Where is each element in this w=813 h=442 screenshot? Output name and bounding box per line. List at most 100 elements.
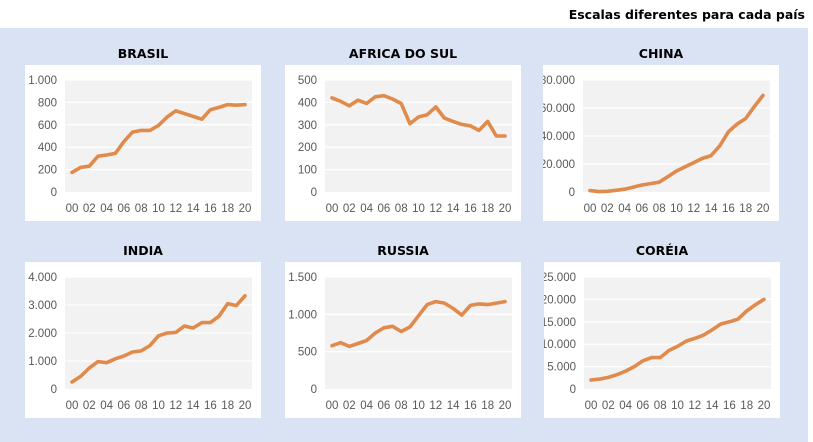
x-tick-label: 04 [100,203,113,215]
x-tick-label: 14 [705,203,718,215]
line-chart: 0 5.000 10.000 15.000 20.000 25.000 00 02 04 06 08… [544,272,771,412]
x-tick-label: 18 [739,203,752,215]
x-tick-label: 06 [118,400,131,412]
x-tick-label: 06 [637,400,650,412]
plot-area [65,80,252,192]
x-tick-label: 20 [757,203,770,215]
x-tick-label: 20 [499,400,512,412]
y-tick-label: 25.000 [544,272,576,284]
y-tick-label: 5.000 [547,362,576,374]
chart-panel: 0 200 400 600 800 1.000 00 02 04 06 08 10 12 14 16 18 20 [25,65,261,221]
x-tick-label: 12 [687,203,700,215]
x-tick-label: 18 [481,203,494,215]
y-tick-label: 1.000 [28,75,57,87]
x-tick-label: 12 [429,400,442,412]
x-tick-label: 06 [118,203,131,215]
x-tick-label: 06 [378,400,391,412]
chart-panel: 0 100 200 300 400 500 00 02 04 06 08 10 12 14 16 18 20 [285,65,521,221]
y-tick-label: 1.500 [288,272,317,284]
y-tick-label: 400 [298,97,317,109]
line-chart: 0 1.000 2.000 3.000 4.000 00 02 04 06 08 10 12 14 16 1… [28,272,252,412]
y-tick-label: 0 [311,187,317,199]
x-tick-label: 00 [584,203,597,215]
x-tick-label: 00 [585,400,598,412]
chart-title: BRASIL [117,46,169,61]
x-tick-label: 16 [723,400,736,412]
plot-area [325,277,512,389]
x-tick-label: 10 [152,400,165,412]
y-tick-label: 0 [569,187,575,199]
x-tick-label: 02 [343,203,356,215]
chart-title: AFRICA DO SUL [348,46,458,61]
x-tick-label: 16 [722,203,735,215]
x-tick-label: 02 [343,400,356,412]
y-tick-label: 3.000 [28,300,57,312]
y-tick-label: 0 [51,187,57,199]
x-tick-label: 10 [412,400,425,412]
y-tick-label: 40.000 [543,131,575,143]
x-tick-label: 04 [619,400,632,412]
y-tick-label: 0 [570,384,576,396]
x-tick-label: 04 [360,400,373,412]
x-tick-label: 20 [239,400,252,412]
x-tick-label: 14 [706,400,719,412]
chart-title: CHINA [638,46,684,61]
x-tick-label: 18 [221,400,234,412]
y-tick-label: 1.000 [28,356,57,368]
x-tick-label: 02 [83,400,96,412]
x-tick-label: 00 [326,400,339,412]
y-tick-label: 400 [38,142,57,154]
x-tick-label: 00 [326,203,339,215]
x-tick-label: 00 [66,400,79,412]
y-tick-label: 500 [298,347,317,359]
y-tick-label: 0 [311,384,317,396]
x-tick-label: 06 [636,203,649,215]
line-chart: 0 100 200 300 400 500 00 02 04 06 08 10 12 14 16 18 20 [298,75,512,215]
y-tick-label: 20.000 [543,159,575,171]
y-tick-label: 20.000 [544,294,576,306]
y-tick-label: 10.000 [544,339,576,351]
x-tick-label: 18 [221,203,234,215]
y-tick-label: 300 [298,120,317,132]
y-tick-label: 0 [51,384,57,396]
y-tick-label: 80.000 [543,75,575,87]
chart-title: INDIA [123,243,163,258]
line-chart: 0 500 1.000 1.500 00 02 04 06 08 10 12 14 16 18 20 [288,272,512,412]
y-tick-label: 200 [38,165,57,177]
chart-panel: 0 1.000 2.000 3.000 4.000 00 02 04 06 08 10 12 14 16 1… [25,262,261,418]
y-tick-label: 60.000 [543,103,575,115]
x-tick-label: 04 [360,203,373,215]
y-tick-label: 1.000 [288,309,317,321]
x-tick-label: 10 [152,203,165,215]
x-tick-label: 10 [412,203,425,215]
x-tick-label: 18 [740,400,753,412]
x-tick-label: 12 [169,203,182,215]
x-tick-label: 02 [83,203,96,215]
x-tick-label: 14 [187,400,200,412]
x-tick-label: 14 [447,400,460,412]
x-tick-label: 12 [169,400,182,412]
x-tick-label: 04 [618,203,631,215]
y-tick-label: 600 [38,120,57,132]
chart-panel: 0 500 1.000 1.500 00 02 04 06 08 10 12 14 16 18 20 [285,262,521,418]
plot-area [584,277,771,389]
x-tick-label: 12 [429,203,442,215]
y-tick-label: 200 [298,142,317,154]
line-chart: 0 200 400 600 800 1.000 00 02 04 06 08 10 12 14 16 18 20 [28,75,252,215]
x-tick-label: 06 [378,203,391,215]
x-tick-label: 16 [464,400,477,412]
x-tick-label: 10 [670,203,683,215]
x-tick-label: 08 [395,400,408,412]
x-tick-label: 08 [654,400,667,412]
y-tick-label: 2.000 [28,328,57,340]
x-tick-label: 14 [447,203,460,215]
line-chart: 0 20.000 40.000 60.000 80.000 00 02 04 06 08 10 12 1… [543,75,770,215]
x-tick-label: 20 [758,400,771,412]
x-tick-label: 16 [464,203,477,215]
x-tick-label: 14 [187,203,200,215]
x-tick-label: 08 [653,203,666,215]
main-title: Escalas diferentes para cada país [568,7,805,22]
x-tick-label: 08 [395,203,408,215]
y-tick-label: 100 [298,165,317,177]
x-tick-label: 04 [100,400,113,412]
